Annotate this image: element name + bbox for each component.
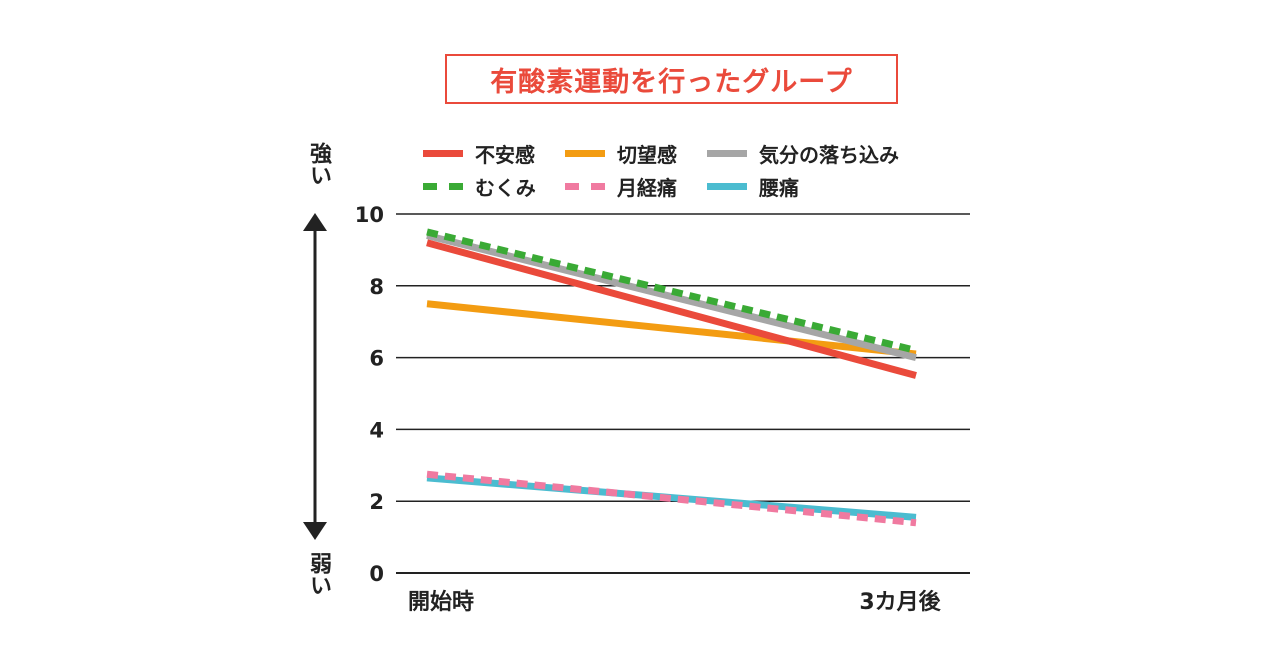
legend-swatch [423,182,463,190]
legend-swatch [707,182,747,190]
series-line-月経痛 [426,470,917,527]
legend-label: 不安感 [475,142,535,167]
legend-swatch [423,149,463,157]
y-tick-label: 6 [369,347,384,371]
series-line-切望感 [426,300,917,358]
legend-item: 月経痛 [565,172,677,200]
strength-arrow [303,213,327,540]
series-line-むくみ [426,228,917,354]
legend-label: 月経痛 [617,175,677,200]
y-tick-labels: 0 2 4 6 8 10 [355,203,384,586]
chart-title: 有酸素運動を行ったグループ [445,54,898,104]
legend-item: 切望感 [565,139,677,167]
legend-item: 腰痛 [707,172,799,200]
legend-label: 切望感 [617,142,677,167]
legend-swatch [565,149,605,157]
series-lines [426,228,917,527]
y-axis-bottom-label: 弱い [306,552,331,596]
gridlines [396,213,970,574]
arrow-head-up [303,213,327,231]
y-tick-label: 0 [369,562,384,586]
y-tick-label: 2 [369,490,384,514]
x-tick-label: 開始時 [408,589,474,615]
legend-swatch [707,149,747,157]
y-tick-label: 4 [369,418,384,442]
y-tick-label: 8 [369,275,384,299]
x-tick-label: 3カ月後 [859,589,941,615]
series-line-気分の落ち込み [426,232,917,361]
arrow-head-down [303,522,327,540]
series-line-不安感 [426,239,917,379]
legend-label: 腰痛 [759,175,799,200]
legend-item: 不安感 [423,139,535,167]
legend-label: むくみ [475,175,536,200]
x-tick-labels: 開始時 3カ月後 [408,589,942,615]
legend-label: 気分の落ち込み [759,142,899,167]
y-axis-top-label: 強い [306,142,331,186]
legend-item: むくみ [423,172,536,200]
legend-swatch [565,182,605,190]
legend-item: 気分の落ち込み [707,139,899,167]
y-tick-label: 10 [355,203,384,227]
